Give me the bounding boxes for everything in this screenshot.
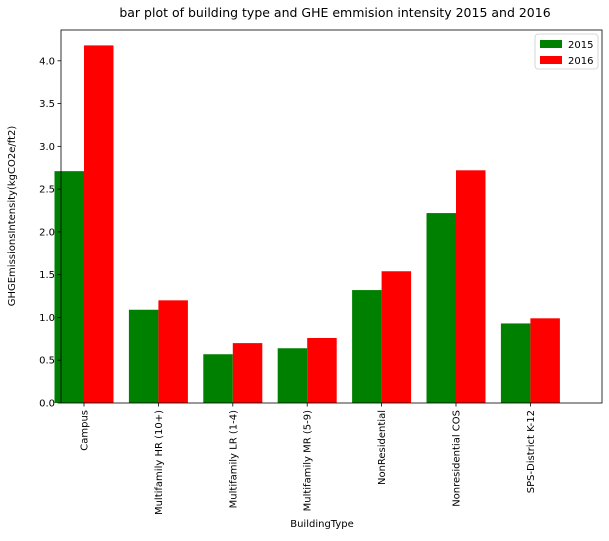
y-tick-label-6: 3.0 (39, 142, 55, 153)
bar-2015-0 (54, 171, 84, 403)
y-tick-label-2: 1.0 (39, 313, 55, 324)
x-tick-label-5: Nonresidential COS (452, 410, 463, 507)
bar-2015-2 (203, 354, 233, 403)
y-axis-label: GHGEmissionsIntensity(kgCO2e/ft2) (7, 126, 18, 307)
y-tick-label-0: 0.0 (39, 399, 55, 410)
bar-2016-6 (530, 318, 560, 403)
bar-2015-6 (500, 323, 531, 403)
x-axis-label: BuildingType (290, 519, 354, 530)
x-tick-label-0: Campus (80, 410, 91, 451)
bar-2016-5 (456, 170, 486, 403)
x-tick-label-6: SPS-District K-12 (526, 410, 537, 493)
legend-swatch-2015 (540, 40, 562, 48)
bar-2015-4 (352, 290, 382, 403)
legend-swatch-2016 (540, 56, 562, 64)
x-tick-label-1: Multifamily HR (10+) (154, 410, 165, 515)
bar-2016-1 (158, 300, 188, 403)
legend: 2015 2016 (534, 33, 599, 70)
x-axis: Campus Multifamily HR (10+) Multifamily LR… (80, 403, 537, 515)
bar-2016-2 (232, 343, 263, 403)
y-tick-label-1: 0.5 (39, 356, 55, 367)
x-tick-label-4: NonResidential (377, 410, 388, 485)
bars-layer (54, 45, 560, 404)
bar-2015-5 (426, 213, 456, 403)
y-tick-label-7: 3.5 (39, 99, 55, 110)
bar-2015-3 (277, 348, 308, 403)
bar-2016-3 (307, 337, 337, 403)
x-tick-label-3: Multifamily MR (5-9) (303, 410, 314, 511)
y-tick-label-5: 2.5 (39, 185, 55, 196)
chart-title: bar plot of building type and GHE emmisi… (119, 5, 550, 20)
y-tick-label-8: 4.0 (39, 56, 55, 67)
legend-label-2016: 2016 (568, 56, 593, 67)
x-tick-label-2: Multifamily LR (1-4) (228, 410, 239, 508)
y-tick-label-4: 2.0 (39, 227, 55, 238)
y-tick-label-3: 1.5 (39, 270, 55, 281)
legend-label-2015: 2015 (568, 40, 593, 51)
bar-2016-4 (381, 271, 412, 403)
y-axis: 0.0 0.5 1.0 1.5 2.0 2.5 3.0 3.5 4.0 (39, 56, 61, 410)
bar-2016-0 (84, 45, 114, 404)
plot-frame (60, 29, 603, 404)
bar-2015-1 (128, 309, 159, 403)
